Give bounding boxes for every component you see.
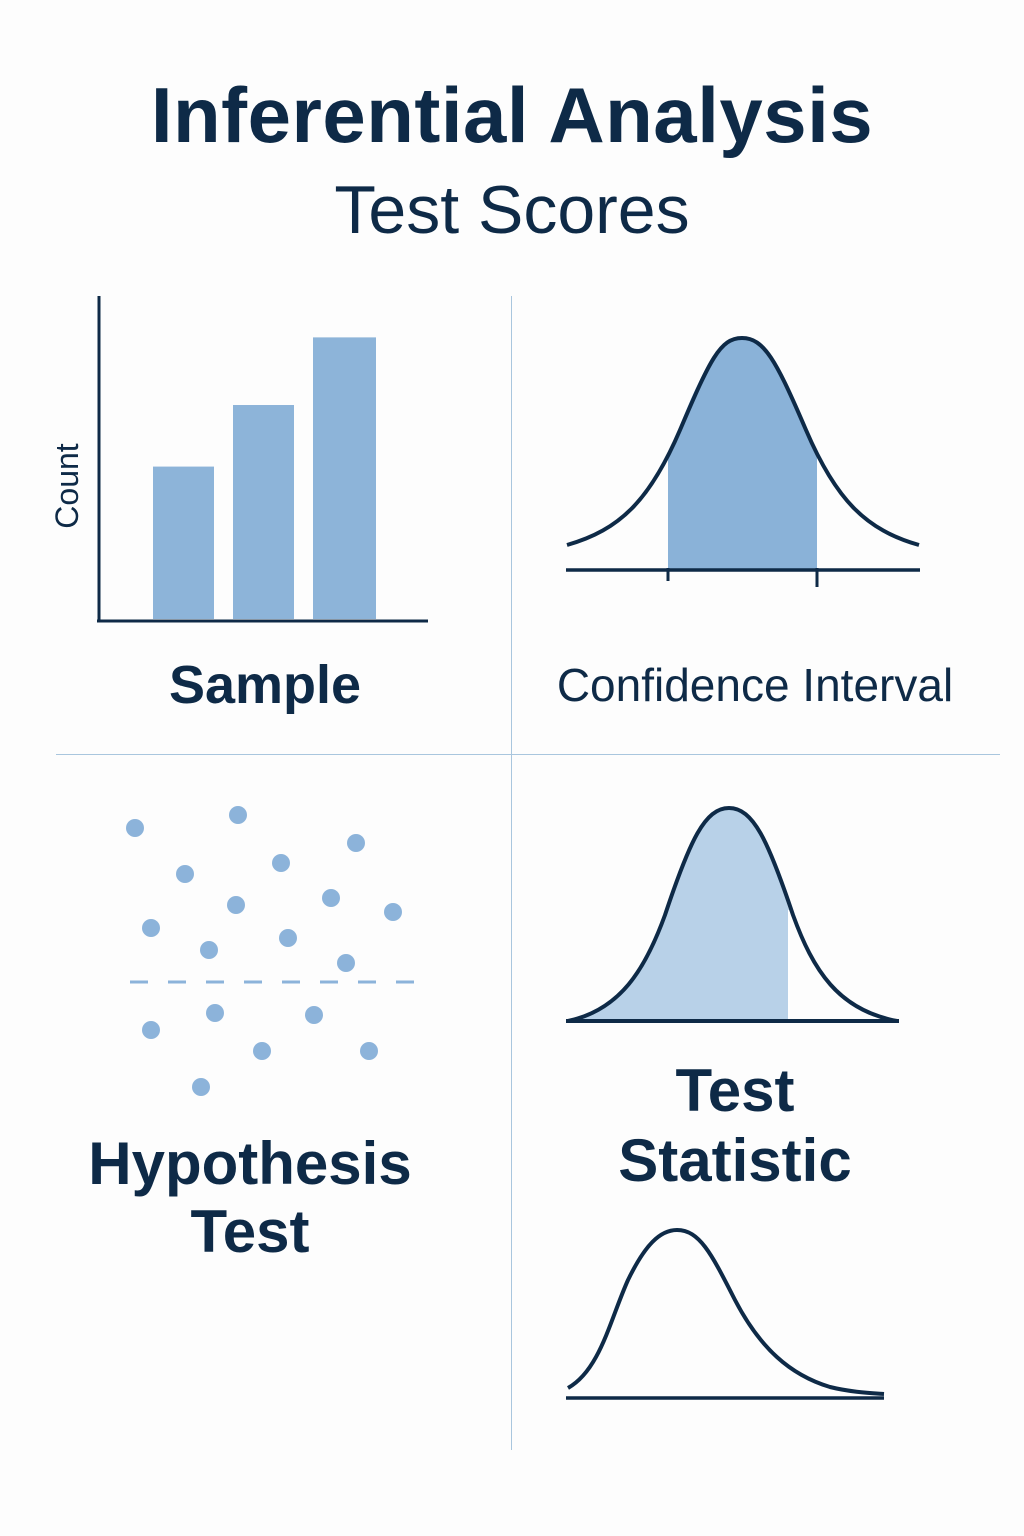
vertical-divider	[511, 296, 512, 1450]
hypothesis-test-label-line1: Hypothesis	[88, 1130, 412, 1197]
data-point	[126, 819, 144, 837]
data-point	[305, 1006, 323, 1024]
test-statistic-curve	[567, 805, 898, 1023]
data-point	[360, 1042, 378, 1060]
data-point	[200, 941, 218, 959]
data-point	[253, 1042, 271, 1060]
sample-bar	[233, 405, 294, 619]
sample-bar	[313, 337, 376, 619]
test-statistic-graphic	[566, 805, 899, 1023]
data-point	[142, 919, 160, 937]
sample-bar	[153, 466, 214, 619]
test-statistic-label-line2: Statistic	[618, 1127, 852, 1194]
hypothesis-test-label: Hypothesis Test	[60, 1130, 440, 1266]
test-statistic-shaded-region	[568, 808, 789, 1021]
skewed-distribution-graphic	[566, 1227, 885, 1400]
page-title: Inferential Analysis	[150, 71, 874, 159]
data-point	[227, 896, 245, 914]
test-statistic-label: Test Statistic	[560, 1056, 910, 1196]
ci-curve	[566, 335, 920, 547]
page-subtitle: Test Scores	[334, 172, 690, 248]
horizontal-divider	[56, 754, 1000, 755]
data-point	[272, 854, 290, 872]
skewed-distribution-curve	[566, 1227, 885, 1396]
sample-y-axis-label: Count	[49, 443, 85, 529]
sample-label: Sample	[168, 655, 362, 715]
test-statistic-label-line1: Test	[675, 1057, 795, 1124]
data-point	[206, 1004, 224, 1022]
data-point	[322, 889, 340, 907]
hypothesis-test-graphic	[126, 806, 430, 1096]
hypothesis-test-label-line2: Test	[190, 1198, 310, 1265]
data-point	[176, 865, 194, 883]
confidence-interval-label: Confidence Interval	[556, 659, 954, 711]
data-point	[347, 834, 365, 852]
data-point	[384, 903, 402, 921]
ci-shaded-region	[668, 338, 817, 570]
data-point	[229, 806, 247, 824]
sample-bar-chart: Count	[49, 296, 428, 623]
data-point	[279, 929, 297, 947]
data-point	[337, 954, 355, 972]
data-point	[192, 1078, 210, 1096]
confidence-interval-graphic	[566, 335, 920, 587]
data-point	[142, 1021, 160, 1039]
